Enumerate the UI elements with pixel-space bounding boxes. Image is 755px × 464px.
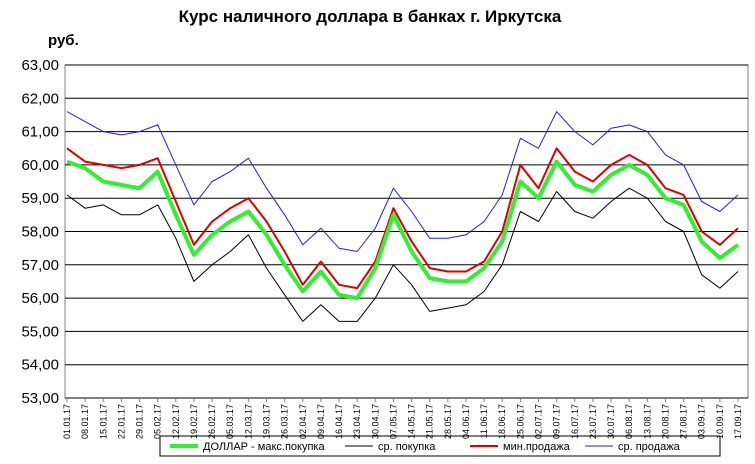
legend: [159, 435, 721, 457]
y-axis-label: руб.: [48, 32, 79, 49]
x-tick-label: 16.07.17: [570, 404, 580, 439]
x-tick-label: 07.05.17: [388, 404, 398, 439]
x-tick-label: 11.06.17: [479, 404, 489, 438]
x-tick-label: 14.05.17: [407, 404, 417, 439]
y-tick-label: 61,00: [21, 124, 59, 141]
y-tick-label: 60,00: [21, 157, 59, 174]
y-tick-label: 57,00: [21, 257, 59, 274]
x-tick-label: 26.03.17: [280, 404, 290, 439]
y-tick-label: 62,00: [21, 90, 59, 107]
x-tick-label: 17.09.17: [733, 404, 743, 439]
x-tick-label: 18.06.17: [497, 404, 507, 439]
x-tick-label: 28.05.17: [443, 404, 453, 439]
x-tick-label: 23.07.17: [588, 404, 598, 439]
legend-label: ср. продажа: [618, 441, 681, 453]
x-tick-label: 09.04.17: [316, 404, 326, 439]
x-tick-label: 25.06.17: [515, 404, 525, 439]
x-tick-label: 22.01.17: [116, 404, 126, 439]
x-tick-label: 12.02.17: [171, 404, 181, 439]
y-tick-label: 54,00: [21, 357, 59, 374]
series-line: [66, 187, 739, 322]
x-tick-label: 03.09.17: [697, 404, 707, 439]
chart-title: Курс наличного доллара в банках г. Иркут…: [179, 7, 562, 26]
x-tick-label: 05.02.17: [153, 404, 163, 439]
x-tick-label: 04.06.17: [461, 404, 471, 439]
legend-label: мин.продажа: [503, 441, 571, 453]
y-tick-label: 59,00: [21, 190, 59, 207]
x-tick-label: 29.01.17: [135, 404, 145, 439]
x-tick-label: 16.04.17: [334, 404, 344, 439]
y-tick-label: 55,00: [21, 323, 59, 340]
x-tick-label: 02.07.17: [534, 404, 544, 439]
series-line: [66, 111, 739, 252]
x-tick-label: 01.01.17: [62, 404, 72, 439]
series-line: [66, 159, 740, 301]
x-tick-label: 10.09.17: [715, 404, 725, 439]
x-tick-label: 13.08.17: [642, 404, 652, 439]
x-tick-label: 19.02.17: [189, 404, 199, 439]
x-tick-label: 30.07.17: [606, 404, 616, 439]
x-tick-label: 05.03.17: [225, 404, 235, 439]
y-tick-label: 58,00: [21, 224, 59, 241]
x-tick-label: 02.04.17: [298, 404, 308, 439]
x-tick-label: 15.01.17: [98, 404, 108, 439]
x-tick-label: 06.08.17: [624, 404, 634, 439]
x-tick-label: 09.07.17: [552, 404, 562, 439]
y-tick-label: 53,00: [21, 390, 59, 407]
series-line: [66, 147, 739, 290]
x-tick-label: 30.04.17: [370, 404, 380, 439]
legend-label: ср. покупка: [378, 441, 436, 453]
x-tick-label: 21.05.17: [425, 404, 435, 439]
y-tick-label: 63,00: [21, 57, 59, 74]
x-tick-label: 27.08.17: [679, 404, 689, 439]
legend-label: ДОЛЛАР - макс.покупка: [203, 441, 325, 453]
x-tick-label: 19.03.17: [261, 404, 271, 439]
x-tick-label: 20.08.17: [660, 404, 670, 439]
x-tick-label: 08.01.17: [80, 404, 90, 439]
x-tick-label: 26.02.17: [207, 404, 217, 439]
x-tick-label: 23.04.17: [352, 404, 362, 439]
x-tick-label: 12.03.17: [243, 404, 253, 439]
y-tick-label: 56,00: [21, 290, 59, 307]
